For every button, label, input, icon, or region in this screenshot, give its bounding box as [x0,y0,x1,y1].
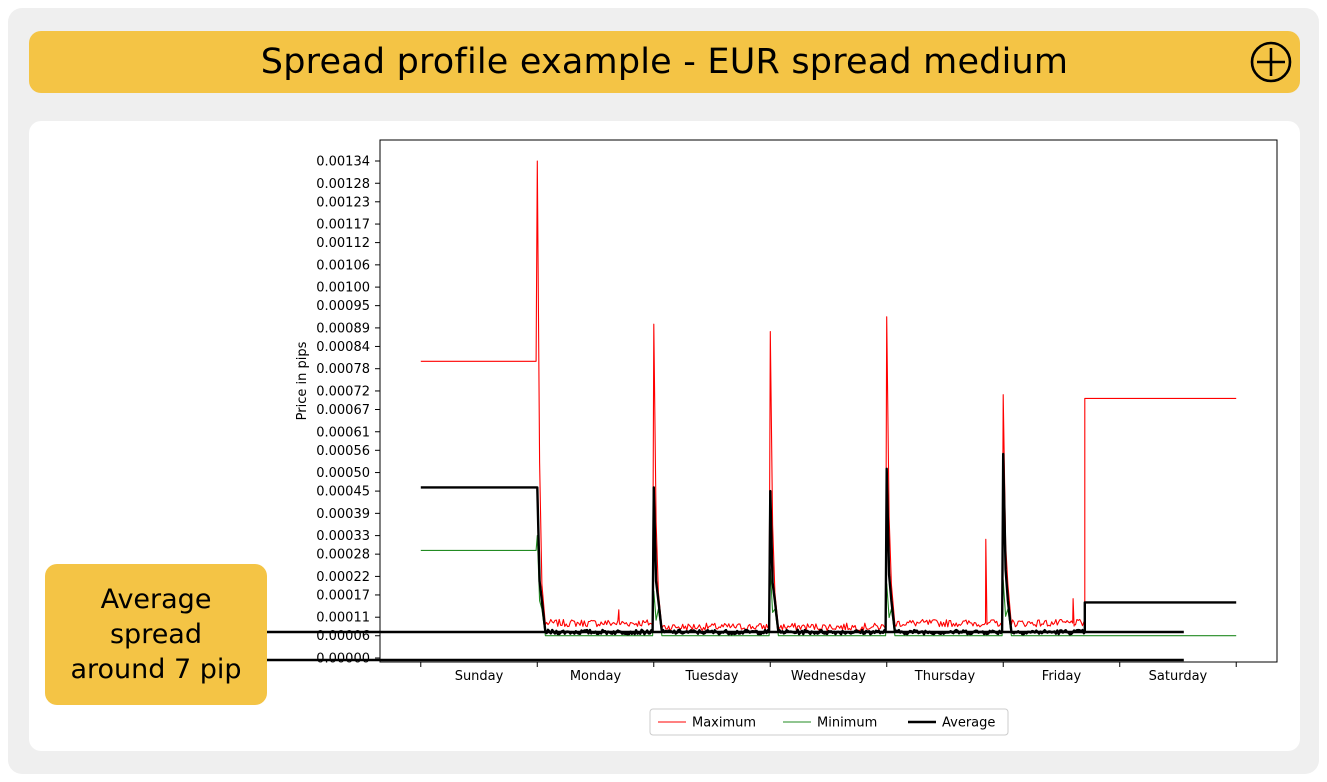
series-average-line [420,452,1237,636]
x-tick-label: Tuesday [685,669,739,684]
y-tick-label: 0.00123 [316,195,370,210]
y-tick-label: 0.00128 [316,177,370,192]
legend-box [649,708,1009,736]
y-tick-label: 0.00050 [316,466,370,481]
y-tick-label: 0.00100 [316,281,370,296]
legend-label: Average [942,716,995,731]
y-tick-label: 0.00112 [316,236,370,251]
y-tick-label: 0.00061 [316,425,370,440]
y-tick-label: 0.00033 [316,529,370,544]
y-tick-label: 0.00089 [316,321,370,336]
title-bar: Spread profile example - EUR spread medi… [29,31,1300,93]
y-tick-label: 0.00028 [316,548,370,563]
legend-label: Minimum [817,716,877,731]
callout-text: Average spread around 7 pip [70,584,242,685]
x-tick-label: Wednesday [791,669,867,684]
x-tick-label: Monday [570,669,622,684]
series-minimum-line [420,535,1237,637]
x-tick-label: Saturday [1149,669,1208,684]
y-tick-label: 0.00084 [316,340,370,355]
y-tick-label: 0.00011 [316,611,370,626]
y-tick-label: 0.00056 [316,444,370,459]
y-axis-label: Price in pips [295,341,310,420]
y-tick-label: 0.00072 [316,384,370,399]
y-tick-label: 0.00106 [316,258,370,273]
y-tick-label: 0.00095 [316,299,370,314]
x-tick-label: Sunday [455,669,504,684]
x-tick-label: Thursday [914,669,976,684]
y-tick-label: 0.00078 [316,362,370,377]
y-tick-label: 0.00134 [316,155,370,170]
page-title: Spread profile example - EUR spread medi… [260,42,1069,82]
x-tick-label: Friday [1042,669,1082,684]
y-tick-label: 0.00022 [316,570,370,585]
y-tick-label: 0.00117 [316,218,370,233]
y-tick-label: 0.00017 [316,588,370,603]
series-maximum-line [420,160,1237,632]
y-tick-label: 0.00045 [316,485,370,500]
average-spread-callout: Average spread around 7 pip [45,564,267,705]
y-tick-label: 0.00039 [316,507,370,522]
y-tick-label: 0.00067 [316,403,370,418]
legend-label: Maximum [692,716,756,731]
plus-circle-icon[interactable] [1250,41,1292,83]
plot-frame [379,139,1278,663]
